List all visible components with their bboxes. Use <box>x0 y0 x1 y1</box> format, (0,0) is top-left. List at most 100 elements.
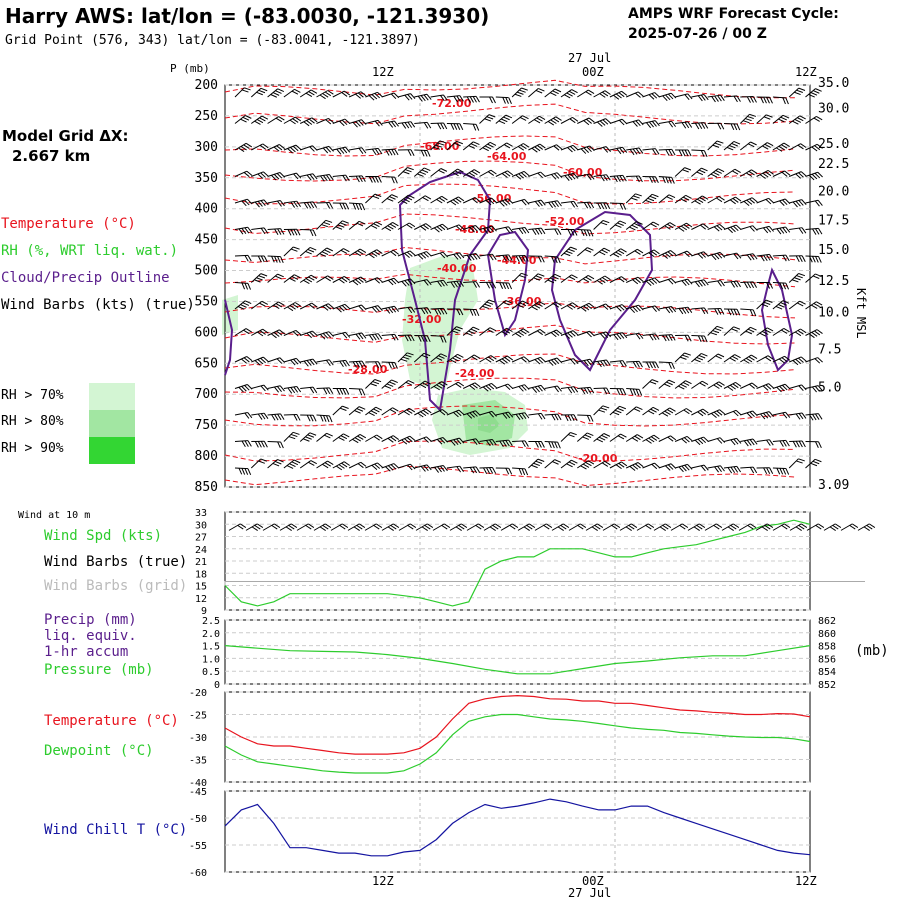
wind-barb-feather <box>421 526 428 531</box>
wind-barb <box>577 89 595 98</box>
wind-barb-feather <box>557 441 561 449</box>
wind-barb-feather <box>275 117 283 123</box>
wind-barb-staff <box>234 467 249 470</box>
wind-barb <box>414 121 432 129</box>
wind-barb-feather <box>734 168 741 173</box>
wind-barb <box>528 88 545 98</box>
wind-barb-staff <box>723 409 737 416</box>
wind-barb-staff <box>577 145 590 151</box>
wind-barb-feather <box>684 279 690 286</box>
wind-barb-feather <box>455 526 462 531</box>
wind-barb-staff <box>283 302 296 310</box>
wind-barb-feather <box>426 523 434 528</box>
wind-barb-feather <box>277 228 282 235</box>
wind-barb-feather <box>409 250 416 256</box>
wind-barb-feather <box>586 387 592 394</box>
wind-barb-feather <box>329 202 334 209</box>
wind-barb-staff <box>397 250 411 257</box>
wind-barb-staff <box>495 327 507 336</box>
wind-barb-feather <box>631 224 638 229</box>
kft-tick-label: 20.0 <box>818 184 849 199</box>
wind-barb-staff <box>397 306 411 310</box>
wind-barb-feather <box>618 92 625 98</box>
wind-barb-feather <box>635 389 640 396</box>
wind-barb-feather <box>423 122 429 129</box>
wind-barb-feather <box>540 441 545 448</box>
wind-barb-feather <box>763 301 771 305</box>
wind-barb-feather <box>815 256 819 263</box>
wind-barb-feather <box>502 97 506 104</box>
wind-barb-feather <box>671 149 676 156</box>
wind-barb-feather <box>423 94 429 101</box>
wind-barb <box>365 305 383 313</box>
wind-barb-feather <box>458 524 465 530</box>
wind-barb-feather <box>784 355 791 361</box>
wind-barb <box>299 302 318 310</box>
wind-barb <box>544 200 562 208</box>
wind-barb-feather <box>319 94 326 100</box>
wind-barb-feather <box>295 144 302 150</box>
surface-wind-barb <box>806 523 825 531</box>
wind-barb-staff <box>348 304 362 310</box>
wind-barb <box>691 195 709 205</box>
wind-barb-staff <box>364 523 377 531</box>
wind-barb <box>691 436 709 446</box>
wind-barb <box>495 411 514 419</box>
wind-barb-feather <box>423 465 429 472</box>
wind-barb-feather <box>714 466 719 473</box>
wind-barb-feather <box>697 122 703 130</box>
wind-barb-staff <box>381 333 395 336</box>
wind-barb <box>788 115 806 125</box>
surface-wind-barb <box>398 523 417 531</box>
wind-barb <box>658 435 677 442</box>
wind-barb-feather <box>654 462 660 468</box>
wind-barb-feather <box>326 415 330 423</box>
wind-barb-feather <box>648 437 655 443</box>
wind-barb-feather <box>441 381 448 386</box>
wind-barb <box>642 462 660 470</box>
wind-barb-feather <box>244 440 249 447</box>
wind-barb-staff <box>430 465 444 469</box>
wind-barb-feather <box>342 220 349 224</box>
pressure-tick-label: 500 <box>195 264 218 279</box>
wind-barb-feather <box>570 414 575 422</box>
wind-barb-feather <box>583 202 589 209</box>
windchill-tick-label: -45 <box>189 787 207 798</box>
wind-barb-feather <box>780 302 787 306</box>
wind-barb-feather <box>746 199 753 205</box>
wind-barb-feather <box>557 200 562 207</box>
wind-barb-feather <box>612 253 620 258</box>
wind-barb <box>397 306 416 314</box>
wind-barb <box>740 466 758 474</box>
wind-barb-feather <box>263 171 269 177</box>
wind-barb-feather <box>240 118 247 123</box>
wind-barb-staff <box>691 353 702 363</box>
wind-barb <box>479 382 497 392</box>
wind-barb-feather <box>540 256 545 263</box>
wind-barb-feather <box>684 94 690 101</box>
wind-barb-feather <box>781 357 788 363</box>
wind-barb-feather <box>617 435 625 440</box>
wind-barb-feather <box>458 224 465 230</box>
wind-barb <box>495 467 513 475</box>
wind-barb-staff <box>381 148 395 151</box>
wind-barb <box>544 357 563 366</box>
wind-barb-feather <box>245 115 252 119</box>
surface-wind-barb <box>636 523 655 531</box>
wind-barb <box>348 461 367 469</box>
wind-barb-feather <box>601 249 608 254</box>
wind-barb-feather <box>751 169 758 174</box>
wind-barb <box>251 115 269 125</box>
wind-barb-staff <box>414 121 428 124</box>
wind-barb-feather <box>554 459 562 463</box>
wind-barb <box>625 193 642 204</box>
wind-barb <box>430 122 448 130</box>
wind-barb-feather <box>761 526 768 531</box>
wind-barb-feather <box>651 250 658 256</box>
wind-barb-staff <box>740 253 754 257</box>
wind-barb-staff <box>430 168 442 177</box>
wind-barb-feather <box>312 173 318 180</box>
wind-barb-feather <box>247 226 253 233</box>
wind-barb-feather <box>668 149 673 156</box>
wind-barb-staff <box>691 94 705 98</box>
